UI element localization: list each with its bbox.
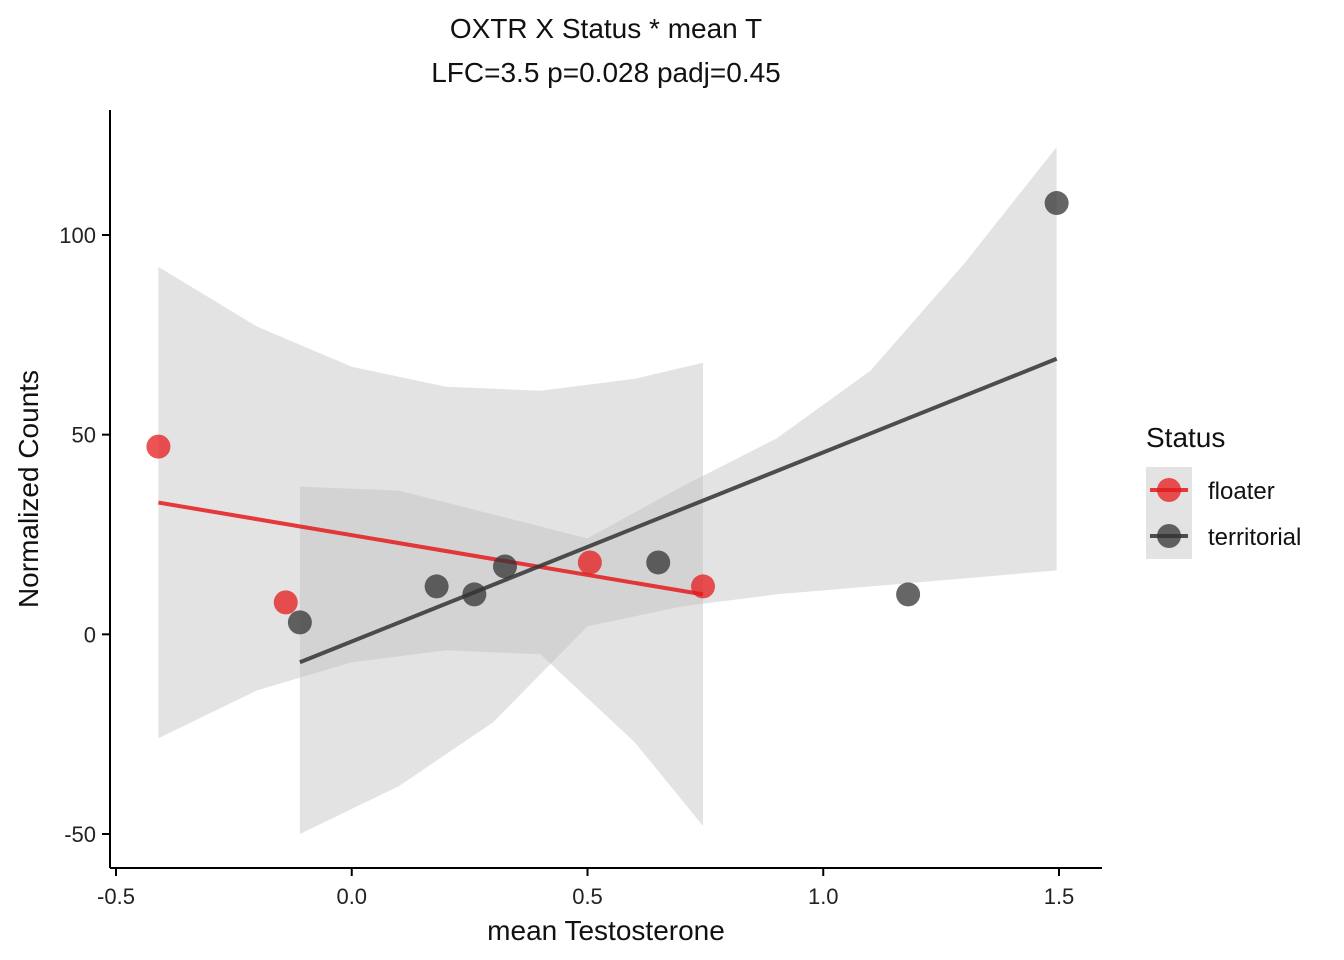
data-point-territorial [492,554,517,579]
legend: Status floater territorial [1146,422,1301,559]
data-point-floater [577,550,602,575]
data-point-territorial [896,582,921,607]
data-point-territorial [424,574,449,599]
y-tick-label: 0 [84,622,96,647]
fit-line-territorial [299,356,1058,665]
x-axis-ticks: -0.5 0.0 0.5 1.0 1.5 [97,868,1074,909]
data-point-floater [146,434,171,459]
data-point-territorial [287,610,312,635]
data-point-territorial [646,550,671,575]
y-axis-title: Normalized Counts [13,370,44,608]
data-point-territorial [462,582,487,607]
y-axis-ticks: -50 0 50 100 [59,223,110,847]
confidence-band-territorial [299,147,1057,835]
confidence-bands [158,147,1057,835]
data-point-territorial [1044,191,1069,216]
legend-key-point-territorial [1157,524,1181,548]
y-tick-label: -50 [64,822,96,847]
x-tick-label: 0.5 [572,884,603,909]
data-point-floater [273,590,298,615]
x-tick-label: 1.5 [1044,884,1075,909]
x-tick-label: 0.0 [336,884,367,909]
y-tick-label: 50 [72,423,96,448]
legend-label-territorial: territorial [1208,524,1301,551]
data-point-floater [691,574,716,599]
data-points [146,191,1069,635]
legend-label-floater: floater [1208,478,1275,505]
chart-subtitle: LFC=3.5 p=0.028 padj=0.45 [431,57,781,88]
fit-lines [158,356,1058,665]
fit-line-floater [158,500,704,597]
y-tick-label: 100 [59,223,96,248]
x-tick-label: -0.5 [97,884,135,909]
legend-title: Status [1146,422,1225,453]
chart-title: OXTR X Status * mean T [450,13,762,44]
x-tick-label: 1.0 [808,884,839,909]
x-axis-title: mean Testosterone [487,915,725,946]
legend-key-point-floater [1157,478,1181,502]
